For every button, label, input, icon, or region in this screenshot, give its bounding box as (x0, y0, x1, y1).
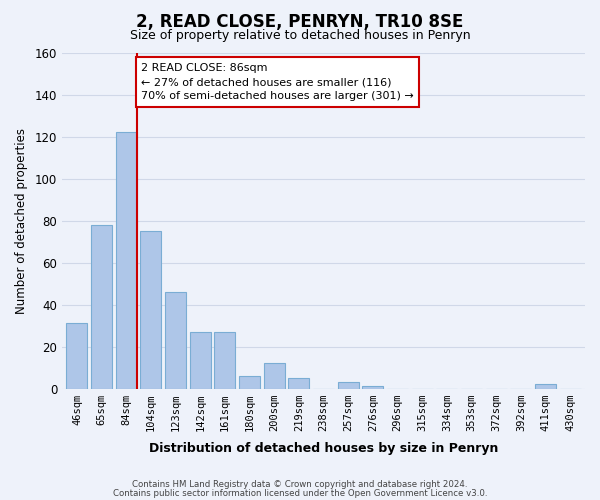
Bar (535, 384, 556, 388)
Bar (190, 332, 211, 388)
Text: Contains HM Land Registry data © Crown copyright and database right 2024.: Contains HM Land Registry data © Crown c… (132, 480, 468, 489)
Y-axis label: Number of detached properties: Number of detached properties (15, 128, 28, 314)
Text: Size of property relative to detached houses in Penryn: Size of property relative to detached ho… (130, 29, 470, 42)
Text: Contains public sector information licensed under the Open Government Licence v3: Contains public sector information licen… (113, 488, 487, 498)
Bar (91, 224, 112, 388)
Bar (362, 386, 383, 388)
Bar (165, 292, 186, 388)
Bar (214, 332, 235, 388)
Text: 2, READ CLOSE, PENRYN, TR10 8SE: 2, READ CLOSE, PENRYN, TR10 8SE (136, 12, 464, 30)
Text: 2 READ CLOSE: 86sqm
← 27% of detached houses are smaller (116)
70% of semi-detac: 2 READ CLOSE: 86sqm ← 27% of detached ho… (141, 63, 414, 101)
X-axis label: Distribution of detached houses by size in Penryn: Distribution of detached houses by size … (149, 442, 498, 455)
Bar (239, 376, 260, 388)
Bar (116, 132, 137, 388)
Bar (338, 382, 359, 388)
Bar (289, 378, 310, 388)
Bar (140, 231, 161, 388)
Bar (67, 324, 88, 388)
Bar (264, 364, 285, 388)
